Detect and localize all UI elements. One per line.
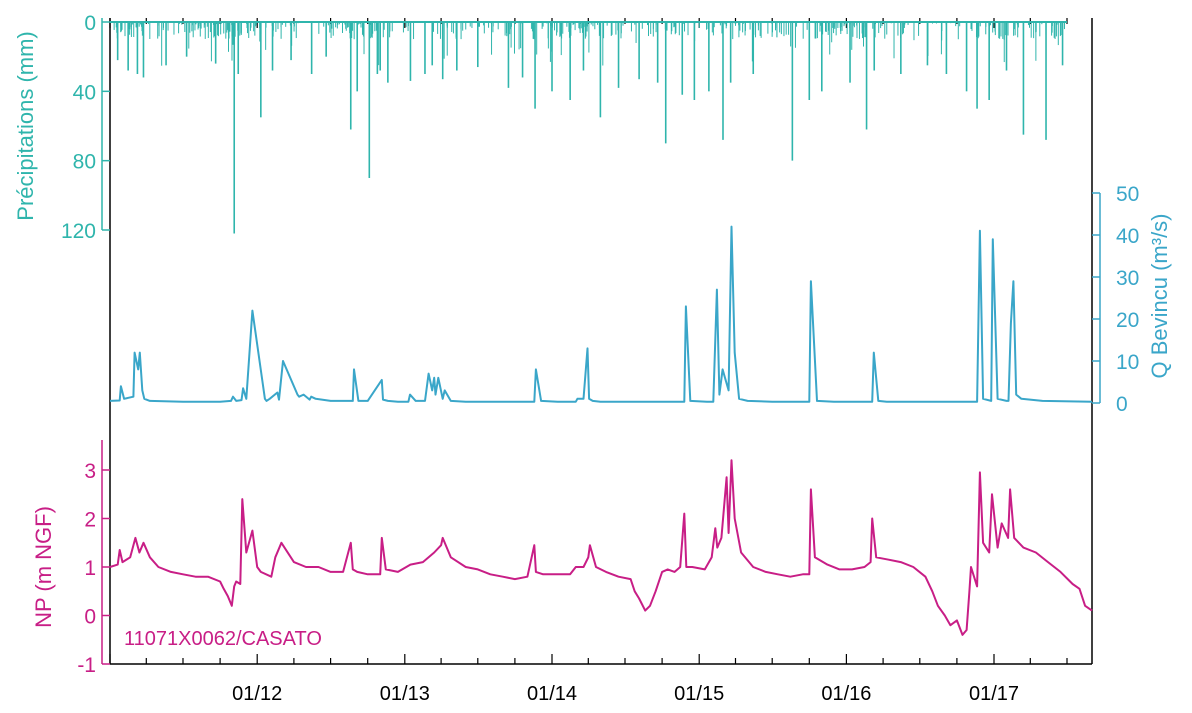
- precipitation-axis-label: Précipitations (mm): [13, 31, 38, 220]
- precipitation-layer: [110, 21, 1067, 234]
- groundwater-y-tick-label: 2: [84, 509, 96, 532]
- x-tick-label: 01/17: [969, 683, 1019, 705]
- discharge-line: [109, 225, 1093, 403]
- discharge-axis-label: Q Bevincu (m³/s): [1147, 213, 1172, 378]
- x-tick-label: 01/14: [527, 683, 577, 705]
- discharge-y-tick-label: 40: [1116, 225, 1139, 248]
- groundwater-axis-label: NP (m NGF): [31, 506, 56, 628]
- x-tick-label: 01/16: [821, 683, 871, 705]
- discharge-layer: [109, 225, 1093, 403]
- x-tick-label: 01/13: [380, 683, 430, 705]
- precip-y-tick-label: 40: [73, 81, 96, 104]
- groundwater-y-tick-label: 3: [84, 460, 96, 483]
- discharge-y-tick-label: 20: [1116, 309, 1139, 332]
- x-tick-label: 01/15: [674, 683, 724, 705]
- discharge-y-tick-label: 30: [1116, 267, 1139, 290]
- groundwater-layer: [109, 459, 1093, 636]
- groundwater-y-tick-label: -1: [77, 654, 96, 677]
- x-tick-label: 01/12: [232, 683, 282, 705]
- discharge-y-tick-label: 10: [1116, 351, 1139, 374]
- axes-layer: 01/12 01/13 01/14 01/15 01/16 01/170408012001…: [61, 12, 1139, 705]
- precip-y-tick-label: 0: [84, 12, 96, 35]
- station-annotation: 11071X0062/CASATO: [124, 628, 322, 650]
- precip-y-tick-label: 80: [73, 151, 96, 174]
- groundwater-y-tick-label: 0: [84, 606, 96, 629]
- groundwater-y-tick-label: 1: [84, 557, 96, 580]
- precip-y-tick-label: 120: [61, 220, 96, 243]
- discharge-y-tick-label: 0: [1116, 393, 1128, 416]
- groundwater-line: [109, 459, 1093, 636]
- discharge-y-tick-label: 50: [1116, 183, 1139, 206]
